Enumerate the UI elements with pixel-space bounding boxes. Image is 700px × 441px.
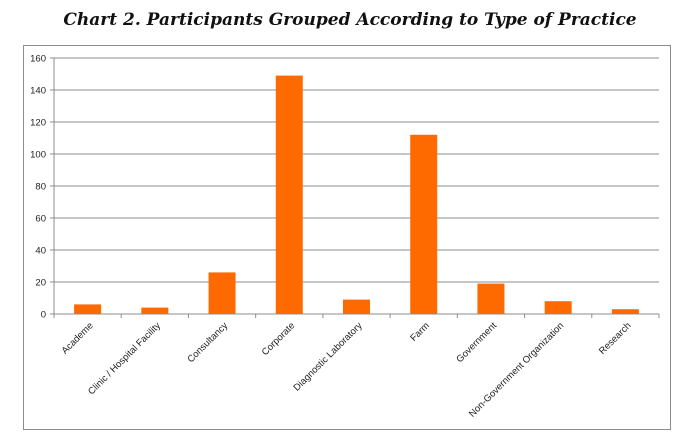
- y-tick-label: 140: [30, 86, 46, 97]
- y-tick-label: 40: [35, 246, 46, 257]
- x-category-label: Consultancy: [185, 320, 230, 365]
- y-tick-label: 160: [30, 54, 46, 65]
- bar-consultancy: [208, 272, 236, 314]
- y-tick-label: 100: [30, 150, 46, 161]
- bar-corporate: [275, 75, 303, 314]
- x-category-label: Farm: [408, 320, 432, 344]
- bars: [74, 75, 639, 314]
- bar-academe: [74, 304, 102, 314]
- y-tick-label: 120: [30, 118, 46, 129]
- bar-clinic-hospital-facility: [141, 307, 169, 314]
- x-category-label: Corporate: [260, 320, 298, 358]
- y-tick-label: 20: [35, 278, 46, 289]
- bar-farm: [410, 134, 438, 314]
- y-tick-label: 60: [35, 214, 46, 225]
- x-category-label: Research: [597, 320, 634, 357]
- bar-research: [611, 309, 639, 314]
- gridlines: [54, 57, 659, 315]
- bar-diagnostic-laboratory: [343, 299, 370, 314]
- bar-non-government-organization: [544, 301, 572, 314]
- y-tick-label: 0: [41, 310, 46, 321]
- x-category-label: Academe: [60, 320, 96, 356]
- y-axis-ticks: 0 20 40 60 80 100 120 140 160: [30, 54, 54, 321]
- chart-frame: [23, 45, 671, 430]
- x-category-label: Government: [454, 320, 499, 365]
- bar-government: [477, 283, 505, 314]
- chart-title: Chart 2. Participants Grouped According …: [63, 10, 637, 30]
- x-category-label: Diagnostic Laboratory: [291, 320, 364, 393]
- y-tick-label: 80: [35, 182, 46, 193]
- x-category-label: Clinic / Hospital Facility: [86, 320, 163, 397]
